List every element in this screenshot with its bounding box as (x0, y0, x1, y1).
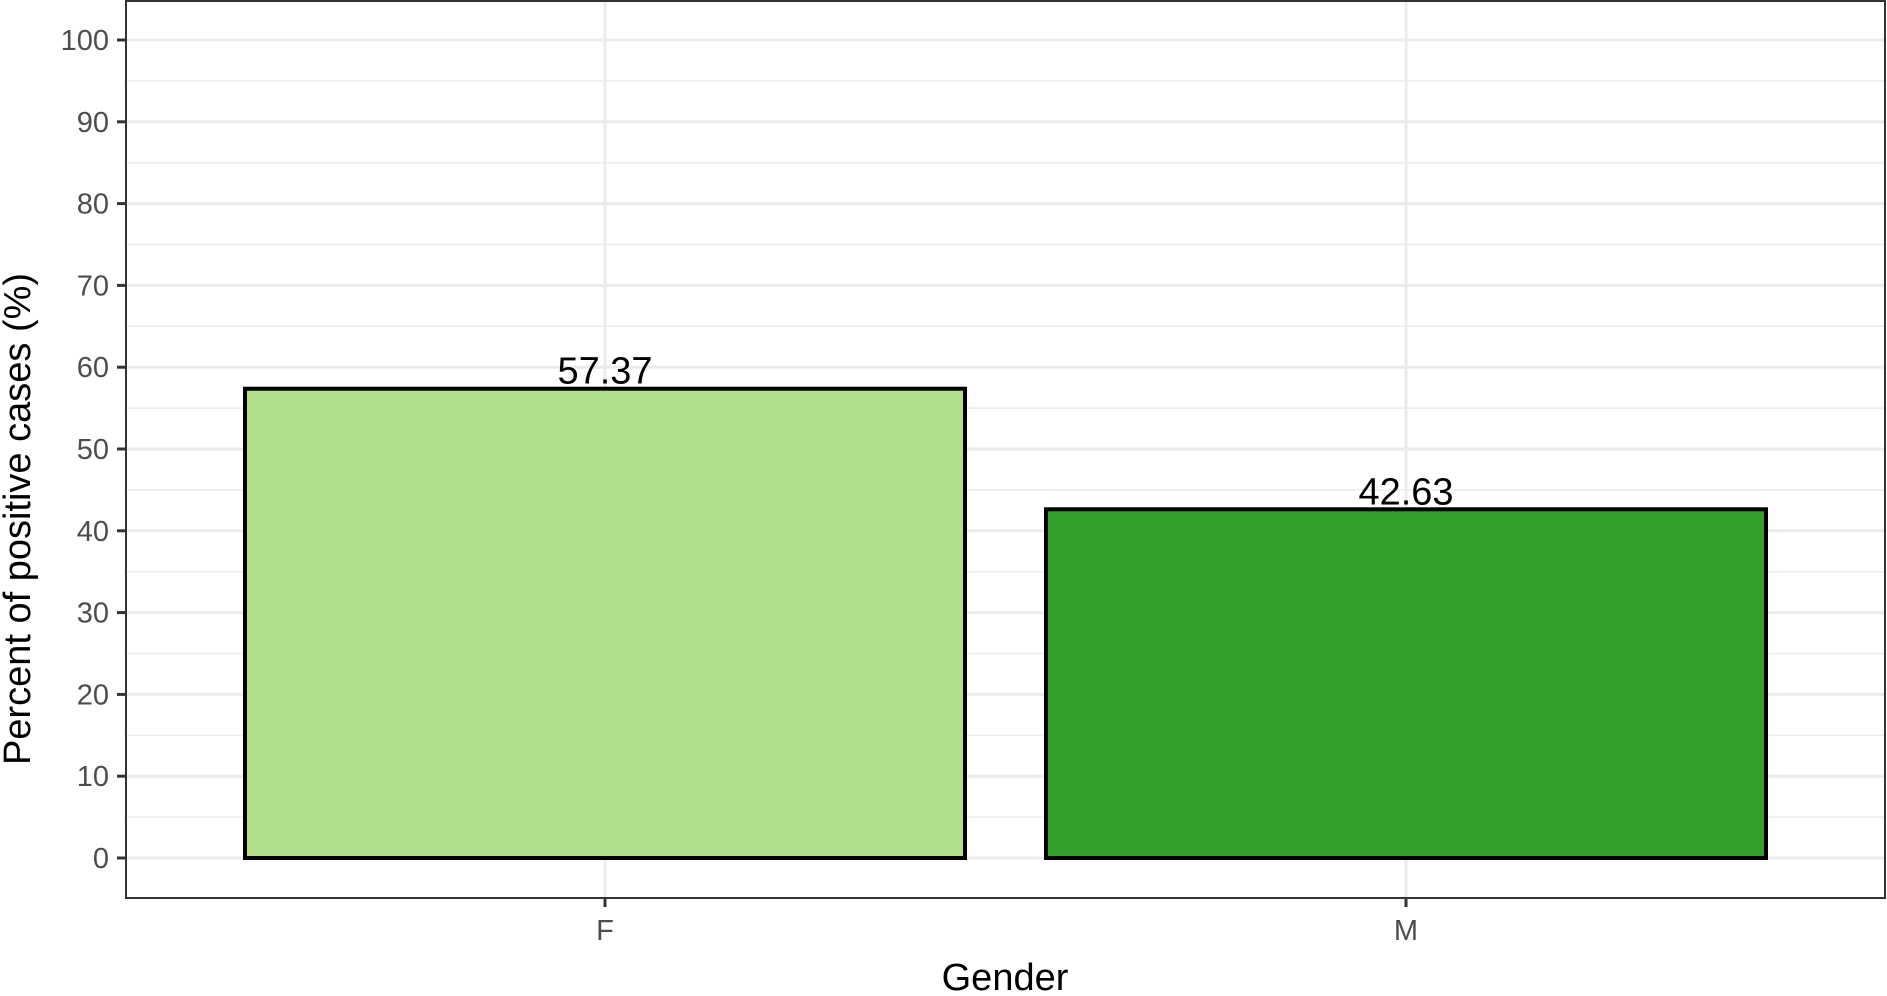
data-label-m: 42.63 (1358, 471, 1453, 513)
y-tick-label: 90 (77, 107, 109, 139)
bar-f (243, 386, 967, 860)
y-tick-label: 50 (77, 434, 109, 466)
y-tick-label: 20 (77, 679, 109, 711)
y-tick-label: 10 (77, 761, 109, 793)
x-tick-label: F (596, 915, 614, 947)
y-tick-label: 100 (61, 25, 109, 57)
y-tick-label: 80 (77, 189, 109, 221)
y-tick-label: 70 (77, 270, 109, 302)
x-axis-title: Gender (942, 957, 1069, 996)
y-tick-label: 30 (77, 598, 109, 630)
y-axis-ticks: 0 10 20 30 40 50 60 70 80 90 100 (61, 25, 126, 875)
bar-m (1044, 507, 1768, 860)
x-tick-label: M (1394, 915, 1418, 947)
data-label-f: 57.37 (557, 351, 652, 393)
y-tick-label: 40 (77, 516, 109, 548)
y-tick-label: 0 (93, 843, 109, 875)
data-labels: 57.37 42.63 (557, 351, 1453, 514)
bars (243, 386, 1768, 860)
y-tick-label: 60 (77, 352, 109, 384)
y-axis-title: Percent of positive cases (%) (0, 273, 39, 765)
